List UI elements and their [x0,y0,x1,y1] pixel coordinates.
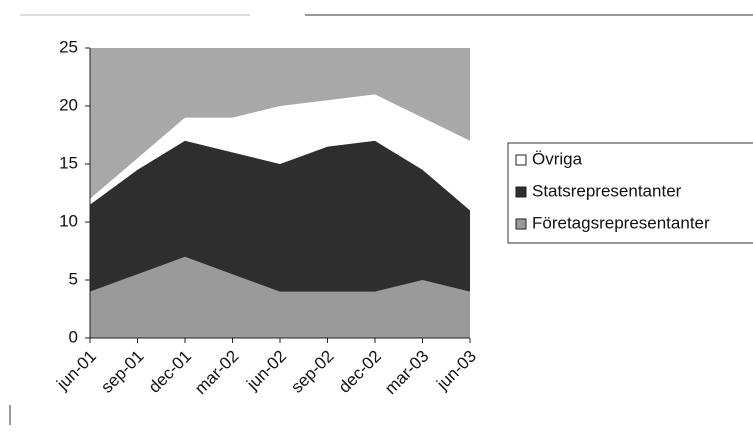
legend-label: Företagsrepresentanter [532,213,710,232]
x-tick-label: sep-01 [97,347,147,397]
legend-label: Statsrepresentanter [532,181,682,200]
y-tick-label: 20 [59,95,78,114]
area [90,140,470,292]
legend-label: Övriga [532,149,583,168]
y-tick-label: 25 [59,37,78,56]
legend-swatch [515,186,527,198]
x-tick-label: dec-02 [335,347,385,397]
x-tick-label: jun-01 [52,347,100,395]
x-tick-label: jun-02 [242,347,290,395]
legend-box [507,142,753,244]
x-tick-label: dec-01 [145,347,195,397]
y-tick-label: 5 [69,269,78,288]
x-tick-label: jun-03 [432,347,480,395]
x-tick-label: mar-03 [381,347,433,399]
x-tick-label: mar-02 [191,347,243,399]
y-tick-label: 0 [69,327,78,346]
legend-swatch [515,218,527,230]
legend-swatch [515,154,527,166]
area [90,256,470,338]
x-tick-label: sep-02 [287,347,337,397]
area [90,94,470,211]
y-tick-label: 10 [59,211,78,230]
y-tick-label: 15 [59,153,78,172]
